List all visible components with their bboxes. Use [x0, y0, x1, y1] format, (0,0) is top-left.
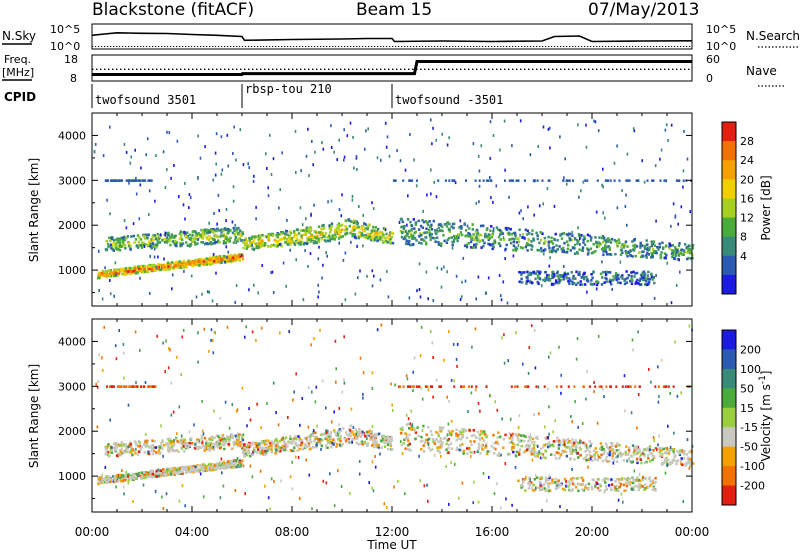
freq-label: Freq. — [4, 53, 31, 66]
cpid-strip: CPID twofsound 3501 rbsp-tou 210 twofsound… — [4, 82, 503, 108]
velocity-colorbar-label: Velocity [m s-1] — [758, 371, 773, 462]
velocity-panel: 1000 2000 3000 4000 Slant Range [km] 200 100… — [27, 318, 773, 513]
y-tick-label: 3000 — [58, 174, 86, 187]
colorbar-tick-label: 28 — [740, 135, 754, 148]
cpid-segment-label: twofsound 3501 — [95, 93, 196, 107]
colorbar-swatch — [722, 446, 736, 467]
x-tick-label: 04:00 — [175, 525, 210, 539]
x-tick-label: 20:00 — [575, 525, 610, 539]
colorbar-swatch — [722, 217, 736, 237]
colorbar-swatch — [722, 485, 736, 506]
colorbar-tick-label: 100 — [740, 363, 761, 376]
y-tick-label: 1000 — [58, 264, 86, 277]
y-tick-label: 3000 — [58, 380, 86, 393]
nave-tick-bottom: 0 — [706, 72, 713, 85]
colorbar-swatch — [722, 198, 736, 218]
velocity-y-axis: 1000 2000 3000 4000 — [58, 335, 692, 500]
velocity-ylabel: Slant Range [km] — [27, 364, 41, 468]
y-tick-label: 4000 — [58, 129, 86, 142]
cpid-segment-label: twofsound -3501 — [395, 93, 503, 107]
velocity-colorbar: 200 100 50 15 -15 -50 -100 -200 — [721, 329, 765, 506]
colorbar-swatch — [722, 466, 736, 486]
colorbar-tick-label: -50 — [740, 441, 758, 454]
y-tick-label: 2000 — [58, 219, 86, 232]
time-x-axis: 00:00 04:00 08:00 12:00 16:00 20:00 00:00 — [75, 113, 710, 539]
colorbar-tick-label: 16 — [740, 192, 754, 205]
y-tick-label: 2000 — [58, 425, 86, 438]
date-title: 07/May/2013 — [588, 0, 700, 20]
colorbar-tick-label: -100 — [740, 460, 765, 473]
y-tick-label: 1000 — [58, 470, 86, 483]
nsky-label: N.Sky — [2, 29, 36, 43]
cpid-segment-label: rbsp-tou 210 — [245, 82, 332, 96]
colorbar-swatch — [722, 368, 736, 389]
colorbar-tick-label: 20 — [740, 173, 754, 186]
freq-tick-top: 18 — [64, 53, 78, 66]
colorbar-tick-label: 12 — [740, 212, 754, 225]
power-colorbar: 28 24 20 16 12 8 4 — [721, 121, 754, 295]
y-tick-label: 4000 — [58, 335, 86, 348]
nsearch-tick-bottom: 10^0 — [706, 40, 736, 53]
cpid-label: CPID — [4, 90, 36, 104]
colorbar-tick-label: 50 — [740, 382, 754, 395]
nsearch-label: N.Search — [746, 29, 800, 43]
station-title: Blackstone (fitACF) — [92, 0, 254, 20]
colorbar-tick-label: 24 — [740, 154, 754, 167]
colorbar-swatch — [722, 407, 736, 428]
colorbar-swatch — [722, 274, 736, 295]
power-data-layer — [93, 118, 695, 305]
colorbar-frame — [721, 121, 737, 295]
nsky-tick-bottom: 10^0 — [50, 40, 80, 53]
colorbar-tick-label: -15 — [740, 421, 758, 434]
beam-title: Beam 15 — [356, 0, 432, 20]
freq-panel: Freq. [MHz] 18 8 Nave 60 0 — [2, 53, 786, 87]
freq-series-line — [92, 60, 692, 76]
x-tick-label: 08:00 — [275, 525, 310, 539]
freq-units: [MHz] — [2, 66, 34, 79]
colorbar-swatch — [722, 330, 736, 350]
colorbar-swatch — [722, 388, 736, 409]
colorbar-tick-label: -200 — [740, 480, 765, 493]
x-tick-label: 00:00 — [75, 525, 110, 539]
x-tick-label: 00:00 — [675, 525, 710, 539]
power-panel: 1000 2000 3000 4000 Slant Range [km] 28 24 20… — [27, 112, 773, 307]
colorbar-swatch — [722, 255, 736, 276]
x-tick-label: 16:00 — [475, 525, 510, 539]
colorbar-swatch — [722, 122, 736, 142]
nave-label: Nave — [746, 64, 777, 78]
colorbar-swatch — [722, 141, 736, 161]
nsky-series-line — [91, 31, 693, 43]
colorbar-swatch — [722, 179, 736, 199]
colorbar-frame — [721, 329, 737, 506]
nsearch-tick-top: 10^5 — [706, 23, 736, 36]
colorbar-swatch — [722, 349, 736, 370]
power-ylabel: Slant Range [km] — [27, 158, 41, 262]
x-axis-label: Time UT — [366, 538, 417, 552]
freq-tick-bottom: 8 — [70, 72, 77, 85]
velocity-data-layer — [95, 323, 695, 511]
nsky-tick-top: 10^5 — [50, 23, 80, 36]
colorbar-tick-label: 15 — [740, 402, 754, 415]
colorbar-tick-label: 8 — [740, 231, 747, 244]
colorbar-tick-label: 200 — [740, 343, 761, 356]
power-y-axis: 1000 2000 3000 4000 — [58, 129, 692, 294]
nave-tick-top: 60 — [706, 53, 720, 66]
colorbar-tick-label: 4 — [740, 250, 747, 263]
colorbar-swatch — [722, 236, 736, 257]
nsky-panel: N.Sky 10^5 10^0 N.Search 10^5 10^0 — [2, 23, 800, 53]
power-colorbar-label: Power [dB] — [759, 175, 773, 240]
colorbar-swatch — [722, 160, 736, 180]
colorbar-swatch — [722, 427, 736, 447]
x-tick-label: 12:00 — [375, 525, 410, 539]
